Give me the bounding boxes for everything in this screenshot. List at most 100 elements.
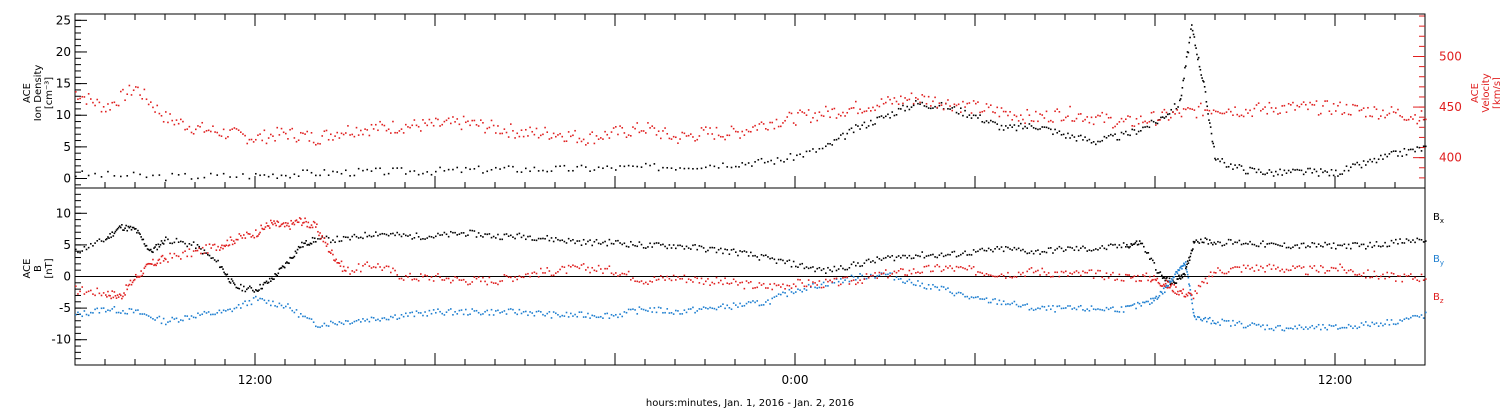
data-point [996, 275, 999, 278]
data-point [1242, 326, 1245, 329]
data-point [784, 119, 786, 122]
data-point [700, 277, 703, 280]
data-point [957, 291, 960, 294]
data-point [735, 130, 737, 133]
data-point [672, 135, 675, 138]
data-point [1092, 308, 1095, 310]
data-point [1122, 311, 1125, 313]
data-point [1296, 168, 1299, 171]
data-point [1155, 124, 1157, 126]
data-point [1112, 134, 1114, 137]
data-point [1294, 169, 1296, 171]
data-point [1287, 269, 1290, 272]
data-point [486, 283, 489, 286]
data-point [870, 110, 872, 112]
data-point [585, 269, 587, 271]
data-point [173, 318, 176, 320]
data-point [690, 279, 692, 281]
data-point [1294, 267, 1296, 270]
data-point [906, 274, 909, 276]
data-point [612, 243, 615, 245]
data-point [777, 284, 780, 286]
data-point [499, 238, 501, 241]
data-point [253, 236, 256, 239]
data-point [666, 275, 669, 278]
data-point [1024, 304, 1026, 306]
data-point [897, 270, 900, 272]
data-point [722, 135, 724, 138]
data-point [1017, 305, 1020, 308]
data-point [797, 288, 799, 291]
data-point [426, 237, 429, 239]
data-point [1041, 251, 1044, 253]
data-point [1373, 323, 1376, 326]
data-point [480, 280, 482, 283]
data-point [92, 293, 94, 295]
data-point [1007, 271, 1009, 274]
data-point [784, 262, 786, 265]
data-point [1110, 307, 1112, 309]
data-point [1212, 243, 1214, 246]
data-point [1151, 302, 1153, 304]
data-point [297, 245, 300, 248]
data-point [1077, 113, 1080, 115]
data-point [728, 307, 731, 309]
data-point [482, 313, 484, 315]
data-point [857, 281, 859, 284]
data-point [117, 104, 120, 107]
data-point [242, 173, 244, 175]
data-point [829, 269, 831, 271]
data-point [1097, 308, 1099, 310]
data-point [1240, 243, 1243, 246]
data-point [294, 250, 297, 253]
data-point [531, 239, 534, 241]
data-point [1103, 135, 1106, 138]
data-point [1128, 246, 1130, 249]
data-point [1062, 119, 1065, 121]
data-point [503, 166, 506, 169]
data-point [238, 233, 241, 235]
data-point [846, 268, 849, 271]
data-point [936, 256, 939, 259]
data-point [921, 251, 924, 253]
data-point [906, 257, 909, 259]
data-point [582, 238, 585, 241]
data-point [250, 236, 253, 238]
data-point [1107, 277, 1110, 279]
data-point [728, 283, 731, 285]
data-point [1294, 244, 1296, 247]
data-point [145, 244, 148, 247]
data-point [321, 236, 324, 238]
data-point [1292, 101, 1294, 104]
data-point [801, 111, 804, 113]
data-point [210, 257, 213, 260]
data-point [1158, 272, 1160, 274]
data-point [1375, 275, 1378, 278]
data-point [92, 312, 94, 314]
data-point [210, 247, 213, 249]
data-point [1188, 283, 1190, 285]
data-point [732, 127, 735, 130]
data-point [1116, 138, 1119, 141]
data-point [1080, 304, 1082, 307]
data-point [557, 270, 559, 273]
data-point [488, 126, 491, 129]
data-point [1384, 241, 1386, 244]
data-point [1101, 139, 1104, 142]
data-point [863, 278, 866, 280]
data-point [1022, 271, 1024, 274]
data-point [855, 124, 857, 126]
data-point [891, 273, 894, 275]
data-point [75, 285, 77, 288]
data-point [323, 169, 326, 171]
data-point [1067, 132, 1069, 135]
data-point [152, 106, 154, 109]
data-point [726, 166, 729, 168]
data-point [1065, 249, 1067, 251]
data-point [572, 238, 574, 241]
data-point [219, 249, 221, 251]
data-point [1211, 140, 1214, 143]
data-point [435, 235, 437, 238]
data-point [1317, 271, 1320, 273]
data-point [576, 141, 579, 144]
